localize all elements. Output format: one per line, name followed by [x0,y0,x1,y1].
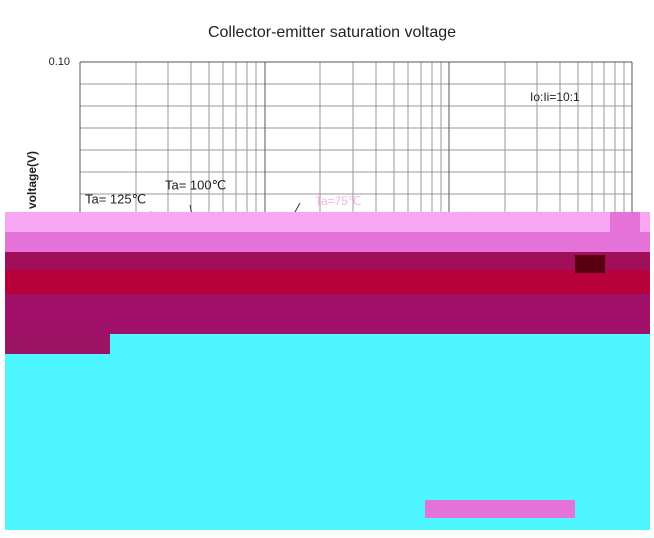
annotation: Ta=75℃ [315,194,362,208]
annotation: Ta= 100℃ [165,177,226,192]
minor-grid [79,62,633,215]
annotation: Io:Ii=10:1 [530,90,580,104]
chart-title: Collector-emitter saturation voltage [208,24,456,41]
corruption [5,212,650,530]
annotation: Ta= 125℃ [85,191,146,206]
y-tick-label: 0.10 [49,56,70,68]
y-axis-label: voltage(V) [25,151,39,209]
